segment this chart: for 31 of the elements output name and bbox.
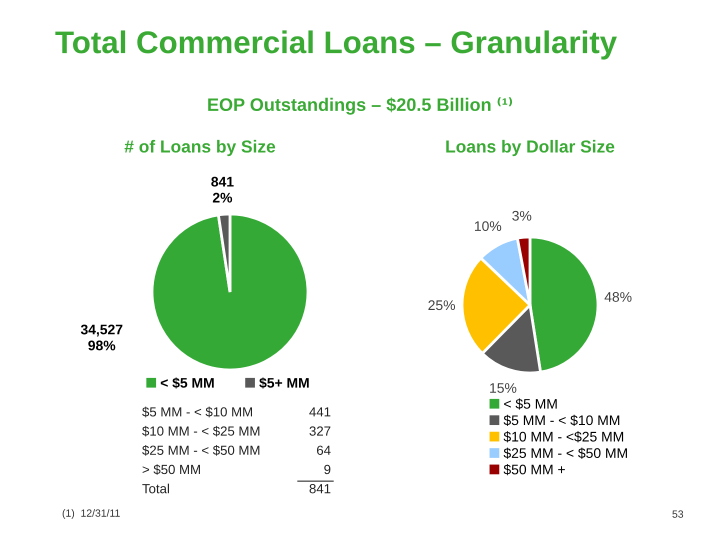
data-label: 3% (512, 210, 532, 221)
text: Total Commercial Loans – Granularity (55, 30, 617, 60)
legend-label: < $5 MM (160, 377, 214, 389)
category-label: $10 MM - < $25 MM (142, 426, 260, 437)
data-label: 841 (310, 484, 330, 494)
data-label: 841 2% (211, 176, 234, 203)
data-label: 9 (324, 464, 330, 474)
chart-title: Loans by Dollar Size (446, 140, 614, 156)
data-label: 327 (309, 426, 330, 436)
text: (1) 12/31/11 (62, 509, 120, 519)
data-label: 34,527 98% (80, 324, 122, 350)
legend-label: < $5 MM (504, 398, 557, 410)
legend-label: $5 MM - < $10 MM (504, 414, 620, 426)
chart-title: # of Loans by Size (124, 140, 276, 156)
legend-label: $25 MM - < $50 MM (504, 448, 627, 459)
data-label: 64 (316, 446, 331, 455)
category-label: Total (142, 484, 169, 494)
data-label: 10% (474, 221, 502, 232)
legend-label: $10 MM - <$25 MM (504, 431, 624, 442)
category-label: $25 MM - < $50 MM (142, 445, 260, 456)
pie-slice (150, 212, 310, 372)
legend-label: $5+ MM (259, 377, 309, 389)
text: EOP Outstandings – $20.5 Billion ⁽¹⁾ (208, 97, 512, 115)
data-label: 25% (428, 300, 456, 310)
category-label: $5 MM - < $10 MM (142, 406, 252, 418)
data-label: 15% (490, 383, 516, 393)
legend-label: $50 MM + (504, 464, 565, 476)
text: 53 (672, 510, 684, 518)
category-label: > $50 MM (142, 464, 200, 475)
data-label: 48% (604, 292, 632, 302)
data-label: 441 (309, 407, 330, 416)
